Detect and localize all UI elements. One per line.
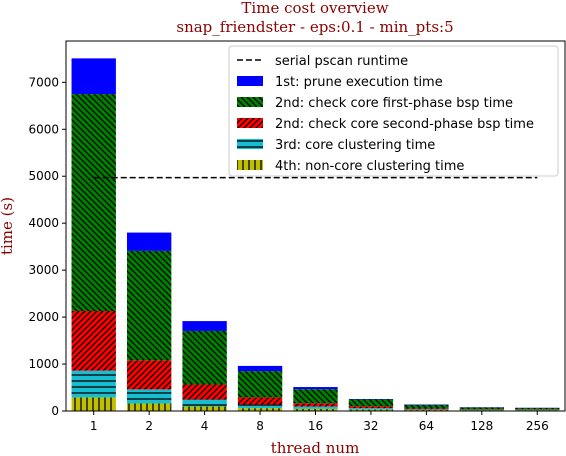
y-tick-label: 2000 [28,310,59,324]
bar-segment [349,406,393,408]
x-tick-label: 128 [470,419,493,433]
y-tick-label: 1000 [28,357,59,371]
bar-segment [293,387,337,389]
legend-swatch [237,76,263,86]
bar-segment [293,403,337,406]
x-axis-label: thread num [271,439,360,456]
legend-swatch [237,139,263,149]
y-tick-label: 6000 [28,122,59,136]
x-tick-label: 32 [363,419,378,433]
bar-segment [127,360,171,389]
legend-label: serial pscan runtime [275,54,408,69]
x-tick-label: 256 [526,419,549,433]
x-tick-label: 8 [256,419,264,433]
bar-segment [127,403,171,411]
bar-segment [404,409,448,410]
legend-label: 4th: non-core clustering time [275,159,464,174]
y-tick-label: 3000 [28,263,59,277]
bar-segment [72,58,116,94]
bar-segment [238,366,282,371]
legend-label: 3rd: core clustering time [275,138,435,153]
bar-segment [404,408,448,409]
bar-segment [72,371,116,398]
bar-stack-32 [349,399,393,411]
bar-segment [349,400,393,407]
bar-stack-2 [127,233,171,411]
legend-label: 2nd: check core first-phase bsp time [275,96,513,111]
x-tick-label: 1 [90,419,98,433]
bar-segment [182,321,226,331]
bar-segment [293,389,337,403]
bar-segment [349,408,393,409]
y-tick-label: 0 [51,404,59,418]
bar-segment [515,408,559,409]
y-tick-label: 4000 [28,216,59,230]
bar-segment [182,400,226,407]
chart-title: Time cost overview [241,0,388,17]
bar-segment [238,404,282,408]
bar-segment [404,405,448,409]
bar-stack-64 [404,404,448,411]
legend: serial pscan runtime 1st: prune execution… [229,46,558,176]
bar-stack-4 [182,321,226,411]
bar-segment [127,233,171,251]
legend-label: 2nd: check core second-phase bsp time [275,117,534,132]
bar-segment [127,251,171,360]
x-tick-label: 2 [145,419,153,433]
bar-stack-8 [238,366,282,411]
bar-segment [72,397,116,411]
x-tick-label: 4 [201,419,209,433]
legend-swatch [237,160,263,170]
bar-segment [182,384,226,399]
bar-segment [182,331,226,385]
bar-segment [238,371,282,397]
y-tick-label: 5000 [28,169,59,183]
bar-segment [460,407,504,409]
bar-segment [127,389,171,403]
x-tick-label: 64 [419,419,434,433]
x-tick-label: 16 [308,419,323,433]
y-tick-label: 7000 [28,75,59,89]
bar-segment [182,407,226,411]
y-axis-label: time (s) [0,197,16,255]
legend-label: 1st: prune execution time [275,75,443,90]
bar-segment [72,311,116,371]
bar-segment [238,397,282,404]
bar-stack-16 [293,387,337,411]
chart-subtitle: snap_friendster - eps:0.1 - min_pts:5 [176,18,453,36]
bar-segment [72,94,116,311]
legend-swatch [237,118,263,128]
bar-stack-1 [72,58,116,411]
legend-swatch [237,97,263,107]
bar-segment [293,407,337,409]
bar-stack-128 [460,407,504,411]
